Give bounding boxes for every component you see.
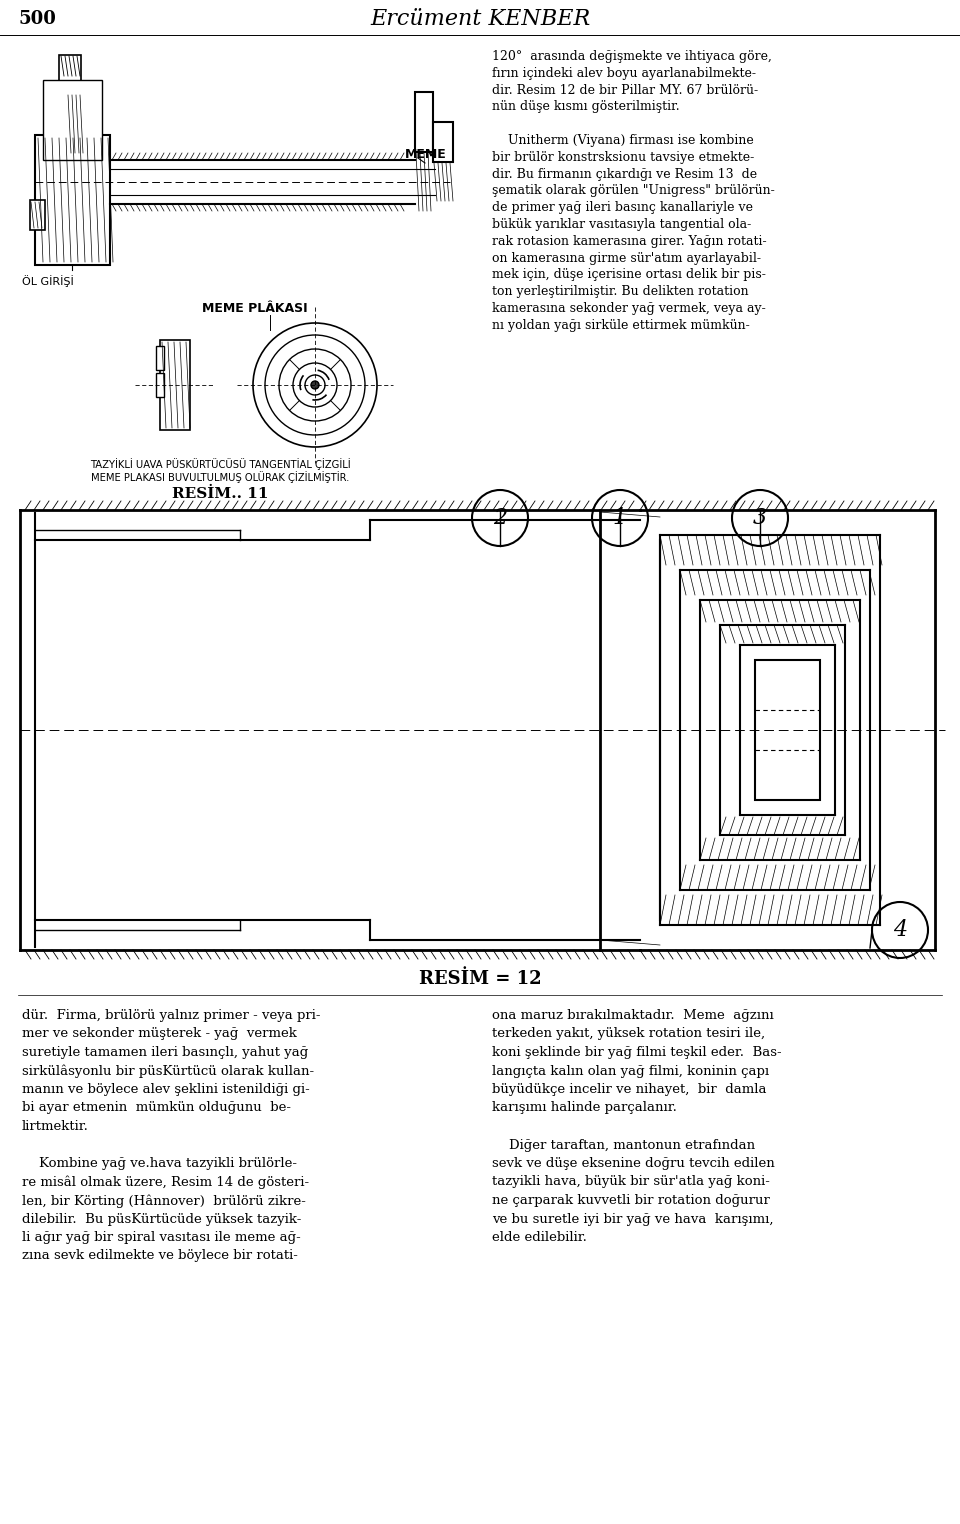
Text: zına sevk edilmekte ve böylece bir rotati-: zına sevk edilmekte ve böylece bir rotat… [22, 1250, 298, 1262]
Bar [433, 122, 453, 162]
Text: ÖL GİRİŞİ: ÖL GİRİŞİ [22, 274, 74, 287]
Bar [43, 79, 102, 160]
Text: nı yoldan yağı sirküle ettirmek mümkün-: nı yoldan yağı sirküle ettirmek mümkün- [492, 319, 750, 332]
Bar [30, 200, 45, 230]
Text: dür.  Firma, brülörü yalnız primer - veya pri-: dür. Firma, brülörü yalnız primer - veya… [22, 1009, 321, 1023]
Text: RESİM = 12: RESİM = 12 [419, 969, 541, 988]
Text: kamerasına sekonder yağ vermek, veya ay-: kamerasına sekonder yağ vermek, veya ay- [492, 302, 766, 315]
Text: bi ayar etmenin  mümkün olduğunu  be-: bi ayar etmenin mümkün olduğunu be- [22, 1102, 291, 1114]
Text: on kamerasına girme sür'atım ayarlayabil-: on kamerasına girme sür'atım ayarlayabil… [492, 251, 761, 265]
Circle shape [592, 491, 648, 546]
Text: bir brülör konstrsksionu tavsiye etmekte-: bir brülör konstrsksionu tavsiye etmekte… [492, 151, 755, 163]
Text: dir. Bu firmanın çıkardığı ve Resim 13  de: dir. Bu firmanın çıkardığı ve Resim 13 d… [492, 168, 757, 181]
Circle shape [872, 902, 928, 959]
Text: langıçta kalın olan yağ filmi, koninin çapı: langıçta kalın olan yağ filmi, koninin ç… [492, 1064, 769, 1077]
Text: li ağır yağ bir spiral vasıtası ile meme ağ-: li ağır yağ bir spiral vasıtası ile meme… [22, 1231, 300, 1244]
Text: elde edilebilir.: elde edilebilir. [492, 1231, 587, 1244]
Text: rak rotasion kamerasına girer. Yağın rotati-: rak rotasion kamerasına girer. Yağın rot… [492, 235, 767, 248]
Text: Ercüment KENBER: Ercüment KENBER [370, 8, 590, 30]
Text: koni şeklinde bir yağ filmi teşkil eder.  Bas-: koni şeklinde bir yağ filmi teşkil eder.… [492, 1045, 781, 1059]
Text: dilebilir.  Bu püsKürtücüde yüksek tazyik-: dilebilir. Bu püsKürtücüde yüksek tazyik… [22, 1213, 301, 1225]
Text: lirtmektir.: lirtmektir. [22, 1120, 89, 1132]
Bar [415, 91, 433, 152]
Text: Diğer taraftan, mantonun etrafından: Diğer taraftan, mantonun etrafından [492, 1138, 756, 1152]
Text: büyüdükçe incelir ve nihayet,  bir  damla: büyüdükçe incelir ve nihayet, bir damla [492, 1084, 766, 1096]
Text: mek için, düşe içerisine ortası delik bir pis-: mek için, düşe içerisine ortası delik bi… [492, 268, 766, 282]
Bar [755, 660, 820, 800]
Text: ona maruz bırakılmaktadır.  Meme  ağzını: ona maruz bırakılmaktadır. Meme ağzını [492, 1009, 774, 1023]
Text: fırın içindeki alev boyu ayarlanabilmekte-: fırın içindeki alev boyu ayarlanabilmekt… [492, 67, 756, 79]
Text: ve bu suretle iyi bir yağ ve hava  karışımı,: ve bu suretle iyi bir yağ ve hava karışı… [492, 1213, 774, 1225]
Text: Unitherm (Viyana) firması ise kombine: Unitherm (Viyana) firması ise kombine [492, 134, 754, 146]
Circle shape [293, 363, 337, 407]
Text: 120°  arasında değişmekte ve ihtiyaca göre,: 120° arasında değişmekte ve ihtiyaca gör… [492, 50, 772, 62]
Text: 2: 2 [492, 507, 507, 529]
Text: manın ve böylece alev şeklini istenildiği gi-: manın ve böylece alev şeklini istenildiğ… [22, 1084, 310, 1096]
Text: 1: 1 [612, 507, 627, 529]
Circle shape [305, 375, 325, 395]
Text: sevk ve düşe eksenine doğru tevcih edilen: sevk ve düşe eksenine doğru tevcih edile… [492, 1157, 775, 1170]
Text: len, bir Körting (Hânnover)  brülörü zikre-: len, bir Körting (Hânnover) brülörü zikr… [22, 1193, 306, 1207]
Text: mer ve sekonder müşterek - yağ  vermek: mer ve sekonder müşterek - yağ vermek [22, 1027, 297, 1041]
Bar [156, 373, 164, 396]
Text: 4: 4 [893, 919, 907, 940]
Circle shape [311, 381, 319, 389]
Text: terkeden yakıt, yüksek rotation tesiri ile,: terkeden yakıt, yüksek rotation tesiri i… [492, 1027, 765, 1041]
Text: nün düşe kısmı gösterilmiştir.: nün düşe kısmı gösterilmiştir. [492, 101, 680, 113]
Text: tazyikli hava, büyük bir sür'atla yağ koni-: tazyikli hava, büyük bir sür'atla yağ ko… [492, 1175, 770, 1189]
Text: MEME PLAKASI BUVULTULMUŞ OLÜRAK ÇİZİLMİŞTİR.: MEME PLAKASI BUVULTULMUŞ OLÜRAK ÇİZİLMİŞ… [91, 471, 349, 483]
Bar [160, 340, 190, 430]
Bar [67, 93, 82, 155]
Text: dir. Resim 12 de bir Pillar MY. 67 brülörü-: dir. Resim 12 de bir Pillar MY. 67 brülö… [492, 84, 758, 96]
Text: MEME: MEME [405, 148, 446, 162]
Text: TAZYİKLİ UAVA PÜSKÜRTÜCÜSÜ TANGENTİAL ÇİZGİLİ: TAZYİKLİ UAVA PÜSKÜRTÜCÜSÜ TANGENTİAL Çİ… [89, 459, 350, 469]
Text: bükük yarıklar vasıtasıyla tangential ola-: bükük yarıklar vasıtasıyla tangential ol… [492, 218, 752, 232]
Text: re misâl olmak üzere, Resim 14 de gösteri-: re misâl olmak üzere, Resim 14 de göster… [22, 1175, 309, 1189]
Text: sirkülâsyonlu bir püsKürtücü olarak kullan-: sirkülâsyonlu bir püsKürtücü olarak kull… [22, 1064, 314, 1077]
Circle shape [253, 323, 377, 447]
Text: ne çarparak kuvvetli bir rotation doğurur: ne çarparak kuvvetli bir rotation doğuru… [492, 1193, 770, 1207]
Text: RESİM.. 11: RESİM.. 11 [172, 488, 268, 501]
Text: suretiyle tamamen ileri basınçlı, yahut yağ: suretiyle tamamen ileri basınçlı, yahut … [22, 1045, 308, 1059]
Circle shape [279, 349, 351, 421]
Bar [156, 346, 164, 370]
Bar [35, 136, 110, 265]
Circle shape [472, 491, 528, 546]
Bar [59, 55, 81, 94]
Text: MEME PLÂKASI: MEME PLÂKASI [203, 302, 308, 315]
Text: de primer yağ ileri basınç kanallariyle ve: de primer yağ ileri basınç kanallariyle … [492, 201, 753, 215]
Circle shape [732, 491, 788, 546]
Text: karışımı halinde parçalanır.: karışımı halinde parçalanır. [492, 1102, 677, 1114]
Text: 500: 500 [18, 11, 56, 27]
Text: şematik olarak görülen "Unigress" brülörün-: şematik olarak görülen "Unigress" brülör… [492, 184, 775, 198]
Text: ton yerleştirilmiştir. Bu delikten rotation: ton yerleştirilmiştir. Bu delikten rotat… [492, 285, 749, 299]
Text: 3: 3 [753, 507, 767, 529]
Text: Kombine yağ ve.hava tazyikli brülörle-: Kombine yağ ve.hava tazyikli brülörle- [22, 1157, 297, 1170]
Circle shape [265, 335, 365, 434]
